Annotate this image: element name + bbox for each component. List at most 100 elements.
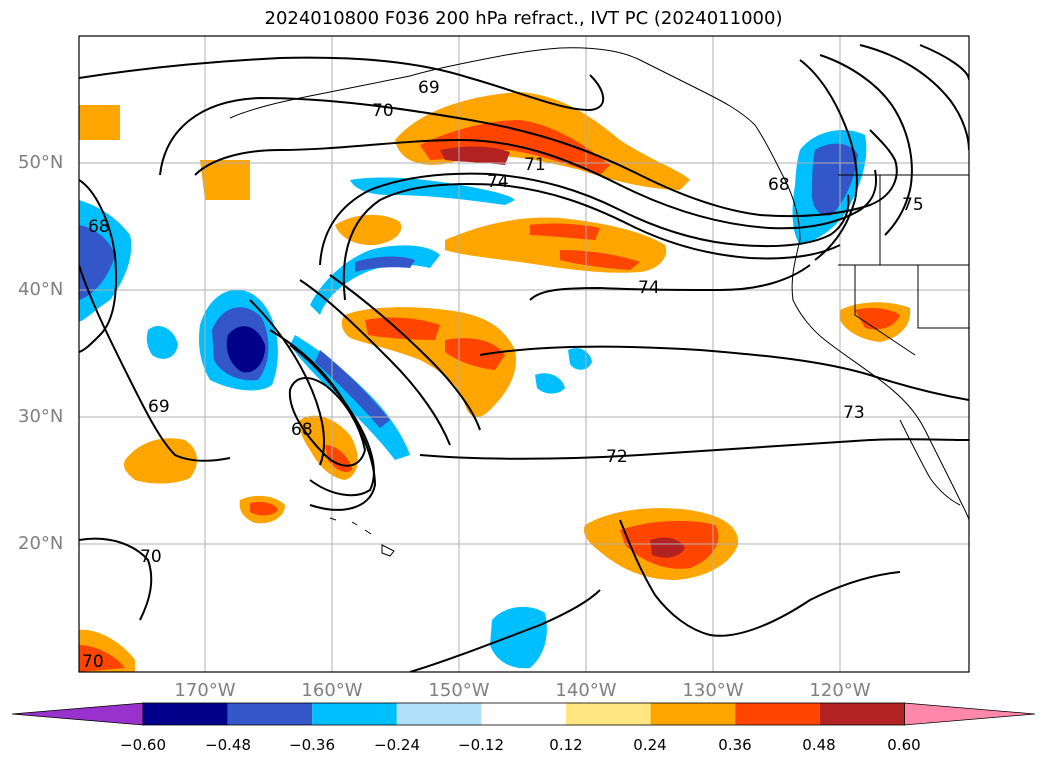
colorbar-segment <box>227 703 313 725</box>
cold-west-blob-core <box>226 326 266 373</box>
contour-71 <box>194 138 878 230</box>
refractivity-contours <box>79 44 969 672</box>
lon-label-160w: 160°W <box>301 680 363 701</box>
contour-labels: 69 70 71 74 68 75 68 74 73 72 69 68 70 7… <box>82 78 924 672</box>
contour-inner-trough-1 <box>289 344 375 497</box>
colorbar-segment <box>566 703 651 725</box>
contour-label: 69 <box>418 78 440 98</box>
colorbar-extend-high <box>904 702 1036 726</box>
hawaii-islands <box>329 517 395 557</box>
colorbar <box>11 702 1036 726</box>
contour-70-southwest <box>79 537 153 621</box>
colorbar-tick-label: −0.60 <box>120 736 166 754</box>
contour-label: 70 <box>372 101 394 121</box>
lon-label-170w: 170°W <box>174 680 236 701</box>
warm-patch-west <box>335 214 402 246</box>
cold-coast-band-core <box>812 143 858 216</box>
lat-label-20n: 20°N <box>18 533 64 554</box>
alaska-coast <box>229 47 756 126</box>
contour-74-inner <box>319 172 850 266</box>
warm-subtropic-blob <box>123 438 197 484</box>
contour-coast-2 <box>819 54 913 236</box>
colorbar-segment <box>819 703 905 725</box>
colorbar-segment <box>312 703 397 725</box>
warm-mid-band-core <box>530 223 600 240</box>
contour-label: 68 <box>768 175 790 195</box>
contour-label: 68 <box>291 420 313 440</box>
contour-70-west <box>159 96 898 218</box>
cold-diagonal-band-core <box>315 350 390 428</box>
contour-74-outer <box>342 182 841 301</box>
colorbar-extend-low <box>11 702 144 726</box>
colorbar-tick-label: −0.36 <box>289 736 335 754</box>
colorbar-tick-label: 0.36 <box>718 736 752 754</box>
lon-label-150w: 150°W <box>428 680 490 701</box>
lon-label-140w: 140°W <box>555 680 617 701</box>
cold-far-west-core <box>79 225 115 300</box>
contour-label: 70 <box>140 547 162 567</box>
contour-label: 68 <box>88 217 110 237</box>
contour-south-loop-2 <box>409 589 601 672</box>
map-content: 69 70 71 74 68 75 68 74 73 72 69 68 70 7… <box>79 36 969 672</box>
contour-69-west <box>79 264 231 462</box>
warm-east-blob-core <box>855 307 900 330</box>
contour-label: 70 <box>82 652 104 672</box>
map-frame <box>78 35 970 673</box>
colorbar-tick-label: 0.48 <box>802 736 836 754</box>
contour-trough-outer-1 <box>249 299 326 466</box>
warm-small-blob-core <box>250 501 278 516</box>
contour-coast-4 <box>919 44 969 81</box>
colorbar-segment <box>735 703 820 725</box>
colorbar-tick-label: −0.24 <box>374 736 420 754</box>
contour-label: 71 <box>524 155 546 175</box>
contour-trough-outer-3 <box>329 274 481 431</box>
cold-blob-east <box>146 325 178 359</box>
cold-arc-north-core <box>355 256 415 272</box>
contour-coast-3 <box>859 44 969 151</box>
lat-label-40n: 40°N <box>18 279 64 300</box>
state-border-3 <box>917 265 969 329</box>
graticule <box>79 36 969 672</box>
warm-southwest-corner-core <box>79 645 125 672</box>
coastlines <box>229 47 969 557</box>
colorbar-segment <box>650 703 736 725</box>
contour-73 <box>479 345 969 401</box>
contour-inner-trough-2 <box>269 329 377 511</box>
warm-central-blob-core <box>365 317 440 340</box>
warm-band-north-core <box>420 120 610 175</box>
contour-74-east <box>529 264 811 301</box>
warm-central-blob-core-2 <box>445 338 505 370</box>
contour-68-closed <box>288 377 367 467</box>
contour-label: 75 <box>902 195 924 215</box>
bc-coast <box>754 124 969 521</box>
colorbar-segment <box>143 703 228 725</box>
cold-small-blob-2 <box>535 373 565 394</box>
shaded-anomaly-fields <box>79 92 911 672</box>
contour-label: 74 <box>638 278 660 298</box>
contour-label: 72 <box>606 447 628 467</box>
colorbar-segment <box>396 703 482 725</box>
figure-title: 2024010800 F036 200 hPa refract., IVT PC… <box>264 8 783 29</box>
warm-patch-far-west <box>200 160 250 200</box>
lat-label-50n: 50°N <box>18 152 64 173</box>
lon-label-130w: 130°W <box>682 680 744 701</box>
cold-south-blob <box>490 606 547 669</box>
contour-south-loop <box>619 519 901 637</box>
contour-69-north <box>79 56 605 112</box>
colorbar-border <box>142 702 905 726</box>
baja-coast <box>899 419 961 506</box>
warm-south-blob-max <box>650 537 685 558</box>
warm-patch-northwest <box>79 105 120 140</box>
contour-72 <box>419 438 969 460</box>
contour-70-far-west <box>79 179 118 353</box>
colorbar-tick-label: 0.60 <box>887 736 921 754</box>
contour-label: 73 <box>843 403 865 423</box>
contour-label: 69 <box>148 397 170 417</box>
state-border-4 <box>854 265 916 356</box>
colorbar-segment <box>481 703 566 725</box>
warm-band-north-max <box>440 146 510 165</box>
lon-label-120w: 120°W <box>809 680 871 701</box>
contour-trough-outer-2 <box>299 279 451 446</box>
colorbar-tick-label: −0.12 <box>458 736 504 754</box>
